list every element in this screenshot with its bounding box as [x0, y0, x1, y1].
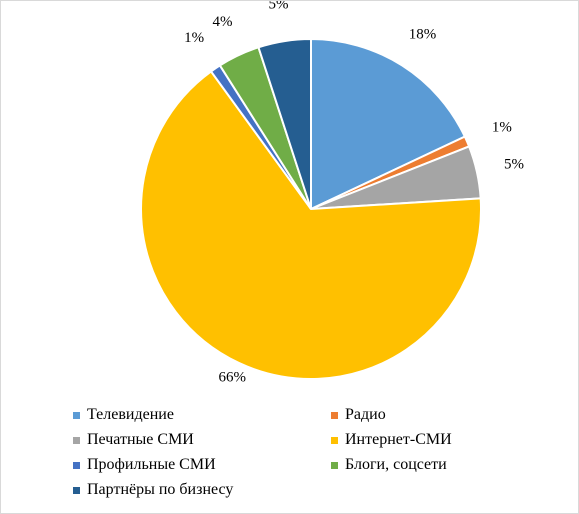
pie-slices [140, 37, 482, 380]
legend-item-blogs-social: Блоги, соцсети [331, 455, 531, 475]
legend: Телевидение Радио Печатные СМИ Интернет-… [73, 405, 543, 500]
legend-swatch-television [73, 411, 80, 419]
data-label-television: 18% [409, 26, 437, 42]
data-label-blogs-social: 4% [212, 14, 232, 30]
legend-item-internet-media: Интернет-СМИ [331, 430, 531, 450]
data-label-internet-media: 66% [218, 369, 246, 385]
legend-swatch-print-media [73, 436, 80, 444]
data-label-specialized-media: 1% [184, 30, 204, 46]
pie-slice-television [310, 37, 467, 211]
pie-slice-business-partners [257, 37, 312, 210]
legend-label-specialized-media: Профильные СМИ [87, 456, 216, 473]
legend-label-business-partners: Партнёры по бизнесу [87, 481, 234, 498]
legend-label-print-media: Печатные СМИ [87, 431, 194, 448]
legend-label-television: Телевидение [87, 406, 174, 423]
legend-swatch-radio [331, 411, 338, 419]
legend-swatch-internet-media [331, 436, 338, 444]
legend-swatch-blogs-social [331, 461, 338, 469]
legend-label-radio: Радио [345, 406, 386, 423]
legend-item-print-media: Печатные СМИ [73, 430, 331, 450]
pie-chart: 18% 1% 5% 66% 1% 4% 5% [140, 1, 524, 385]
legend-label-internet-media: Интернет-СМИ [345, 431, 452, 448]
pie-data-labels: 18% 1% 5% 66% 1% 4% 5% [184, 1, 524, 385]
pie-slice-internet-media [140, 70, 482, 380]
legend-item-specialized-media: Профильные СМИ [73, 455, 331, 475]
legend-swatch-business-partners [73, 486, 80, 494]
data-label-print-media: 5% [504, 157, 524, 173]
legend-item-business-partners: Партнёры по бизнесу [73, 480, 331, 500]
legend-item-television: Телевидение [73, 405, 331, 425]
data-label-radio: 1% [492, 119, 512, 135]
legend-swatch-specialized-media [73, 461, 80, 469]
data-label-business-partners: 5% [268, 1, 288, 13]
legend-item-radio: Радио [331, 405, 531, 425]
legend-label-blogs-social: Блоги, соцсети [345, 456, 447, 473]
